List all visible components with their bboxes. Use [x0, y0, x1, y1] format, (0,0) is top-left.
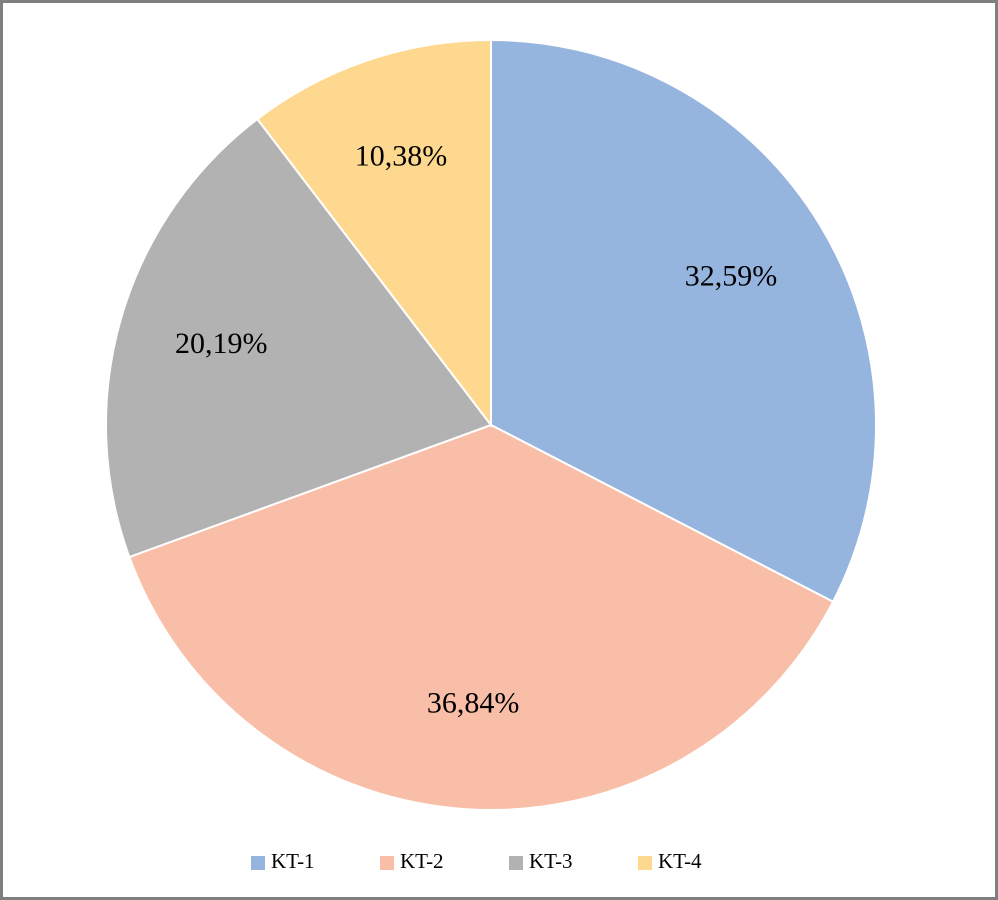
legend-swatch — [509, 856, 523, 870]
data-label: 20,19% — [175, 327, 268, 360]
pie-slice — [128, 423, 835, 811]
legend-swatch — [251, 856, 265, 870]
legend-swatch — [380, 856, 394, 870]
pie-slice — [255, 38, 492, 428]
legend-label: KT-4 — [658, 849, 702, 873]
legend-label: KT-3 — [529, 849, 573, 873]
legend-swatch — [638, 856, 652, 870]
data-label: 10,38% — [355, 140, 448, 173]
data-label: 32,59% — [685, 260, 778, 293]
pie-slice — [105, 117, 493, 559]
pie-slice — [490, 38, 877, 604]
data-label: 36,84% — [427, 686, 520, 719]
legend-label: KT-2 — [400, 849, 444, 873]
legend-label: KT-1 — [271, 849, 315, 873]
